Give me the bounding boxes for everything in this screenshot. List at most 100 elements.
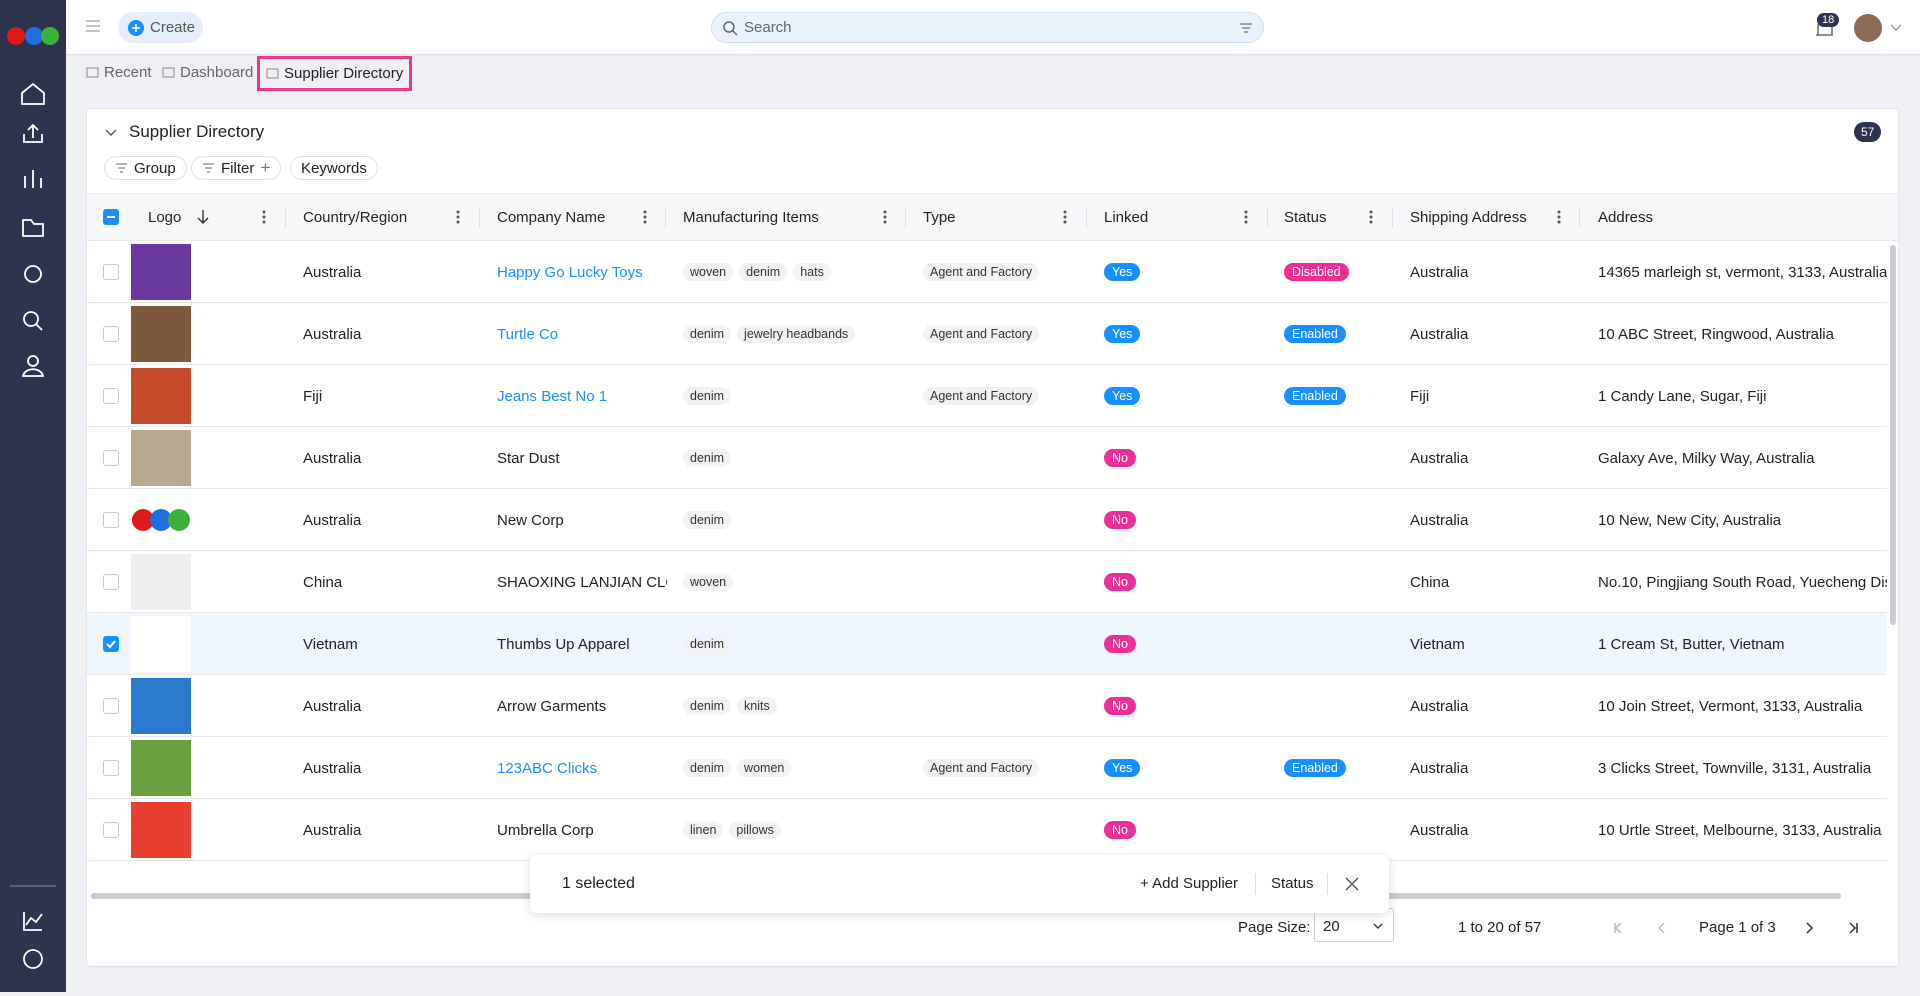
company-name[interactable]: Turtle Co	[497, 325, 559, 343]
collapse-icon[interactable]	[105, 129, 117, 137]
address-cell: 3 Clicks Street, Townville, 3131, Austra…	[1598, 737, 1887, 799]
row-checkbox[interactable]	[103, 512, 119, 528]
column-menu[interactable]	[643, 210, 647, 228]
table-row[interactable]: China SHAOXING LANJIAN CLOT woven No China No…	[87, 551, 1887, 613]
table-row[interactable]: Australia New Corp denim No Australia 10 New,…	[87, 489, 1887, 551]
breadcrumb[interactable]: Dashboard	[162, 64, 253, 81]
toolbar-label: Group	[134, 159, 176, 177]
country-cell: China	[303, 551, 483, 613]
shipping-address: China	[1410, 573, 1450, 591]
item-tag: denim	[683, 387, 732, 405]
linked-cell: Yes	[1104, 241, 1264, 303]
page-nav-button[interactable]	[1848, 921, 1859, 938]
sidebar	[0, 0, 66, 992]
avatar[interactable]	[1854, 14, 1882, 42]
column-header[interactable]: Linked	[1104, 209, 1149, 226]
row-checkbox[interactable]	[103, 822, 119, 838]
column-menu[interactable]	[883, 210, 887, 228]
page-indicator: Page 1 of 3	[1699, 919, 1776, 936]
shipping-cell: China	[1410, 551, 1590, 613]
row-checkbox[interactable]	[103, 450, 119, 466]
column-header[interactable]: Address	[1598, 209, 1654, 226]
row-checkbox[interactable]	[103, 388, 119, 404]
country-cell: Australia	[303, 303, 483, 365]
column-divider	[1392, 208, 1393, 228]
page-nav-button[interactable]	[1613, 921, 1624, 938]
shipping-cell: Australia	[1410, 241, 1590, 303]
table-row[interactable]: Australia Arrow Garments denim knits No Austr…	[87, 675, 1887, 737]
row-checkbox[interactable]	[103, 636, 119, 652]
country-cell: Australia	[303, 489, 483, 551]
row-checkbox[interactable]	[103, 326, 119, 342]
column-menu[interactable]	[262, 210, 266, 228]
address: Galaxy Ave, Milky Way, Australia	[1598, 449, 1815, 467]
status-button[interactable]: Status	[1271, 875, 1314, 892]
column-menu[interactable]	[1369, 210, 1373, 228]
country-cell: Australia	[303, 799, 483, 861]
company-name[interactable]: Jeans Best No 1	[497, 387, 608, 405]
table-row[interactable]: Vietnam Thumbs Up Apparel denim No Vietnam 1 …	[87, 613, 1887, 675]
toolbar-chip[interactable]: Keywords	[290, 156, 378, 180]
country: China	[303, 573, 343, 591]
column-header[interactable]: Company Name	[497, 209, 606, 226]
table-row[interactable]: Australia Happy Go Lucky Toys woven denim ha…	[87, 241, 1887, 303]
address-cell: 10 New, New City, Australia	[1598, 489, 1887, 551]
table-row[interactable]: Australia Umbrella Corp linen pillows No Aust…	[87, 799, 1887, 861]
items-cell: denim	[683, 365, 903, 427]
shipping-cell: Fiji	[1410, 365, 1590, 427]
column-header[interactable]: Country/Region	[303, 209, 408, 226]
breadcrumb[interactable]: Recent	[86, 64, 152, 81]
breadcrumb[interactable]: Supplier Directory	[257, 56, 413, 91]
row-checkbox[interactable]	[103, 574, 119, 590]
company-name[interactable]: Happy Go Lucky Toys	[497, 263, 643, 281]
company-name[interactable]: 123ABC Clicks	[497, 759, 598, 777]
column-header[interactable]: Type	[923, 209, 956, 226]
column-menu[interactable]	[1244, 210, 1248, 228]
vertical-scrollbar[interactable]	[1890, 245, 1896, 625]
column-header[interactable]: Status	[1284, 209, 1327, 226]
table-row[interactable]: Australia 123ABC Clicks denim women Agent an…	[87, 737, 1887, 799]
page-size-select[interactable]: 20	[1314, 908, 1394, 942]
row-checkbox[interactable]	[103, 760, 119, 776]
select-all-checkbox[interactable]	[103, 209, 119, 225]
page-nav-button[interactable]	[1805, 921, 1816, 938]
column-header[interactable]: Logo	[148, 209, 182, 226]
column-header[interactable]: Manufacturing Items	[683, 209, 819, 226]
add-supplier-button[interactable]: + Add Supplier	[1140, 875, 1239, 892]
column-menu[interactable]	[1063, 210, 1067, 228]
row-checkbox[interactable]	[103, 264, 119, 280]
logo	[131, 616, 191, 672]
address-cell: Galaxy Ave, Milky Way, Australia	[1598, 427, 1887, 489]
items-cell: denim jewelry headbands	[683, 303, 903, 365]
toolbar-chip[interactable]: Filter +	[191, 156, 282, 180]
menu-icon[interactable]	[86, 20, 100, 32]
table-row[interactable]: Australia Star Dust denim No Australia Galaxy…	[87, 427, 1887, 489]
company-cell: New Corp	[497, 489, 667, 551]
logo	[131, 678, 191, 734]
column-menu[interactable]	[456, 210, 460, 228]
country: Australia	[303, 759, 362, 777]
column-menu[interactable]	[1557, 210, 1561, 228]
sort-icon[interactable]	[197, 209, 209, 229]
column-header[interactable]: Shipping Address	[1410, 209, 1527, 226]
panel: Supplier Directory 57 Logo Country/Region…	[86, 108, 1899, 967]
linked-badge: No	[1104, 635, 1136, 653]
breadcrumb-label: Supplier Directory	[284, 65, 404, 82]
page-nav-button[interactable]	[1657, 921, 1668, 938]
column-divider	[665, 208, 666, 228]
company-cell: Star Dust	[497, 427, 667, 489]
country: Fiji	[303, 387, 323, 405]
toolbar-chip[interactable]: Group	[104, 156, 187, 180]
item-tag: women	[737, 759, 792, 777]
row-checkbox[interactable]	[103, 698, 119, 714]
page-size-label: Page Size:	[1238, 919, 1311, 936]
table-row[interactable]: Australia Turtle Co denim jewelry headbands…	[87, 303, 1887, 365]
company-cell: SHAOXING LANJIAN CLOT	[497, 551, 667, 613]
address-cell: 10 ABC Street, Ringwood, Australia	[1598, 303, 1887, 365]
close-selection[interactable]	[1345, 877, 1359, 891]
avatar-caret[interactable]	[1890, 24, 1902, 32]
country: Australia	[303, 325, 362, 343]
search-box[interactable]: Search	[711, 12, 1264, 43]
table-row[interactable]: Fiji Jeans Best No 1 denim Agent and Factor…	[87, 365, 1887, 427]
create-button[interactable]: Create	[118, 12, 203, 43]
